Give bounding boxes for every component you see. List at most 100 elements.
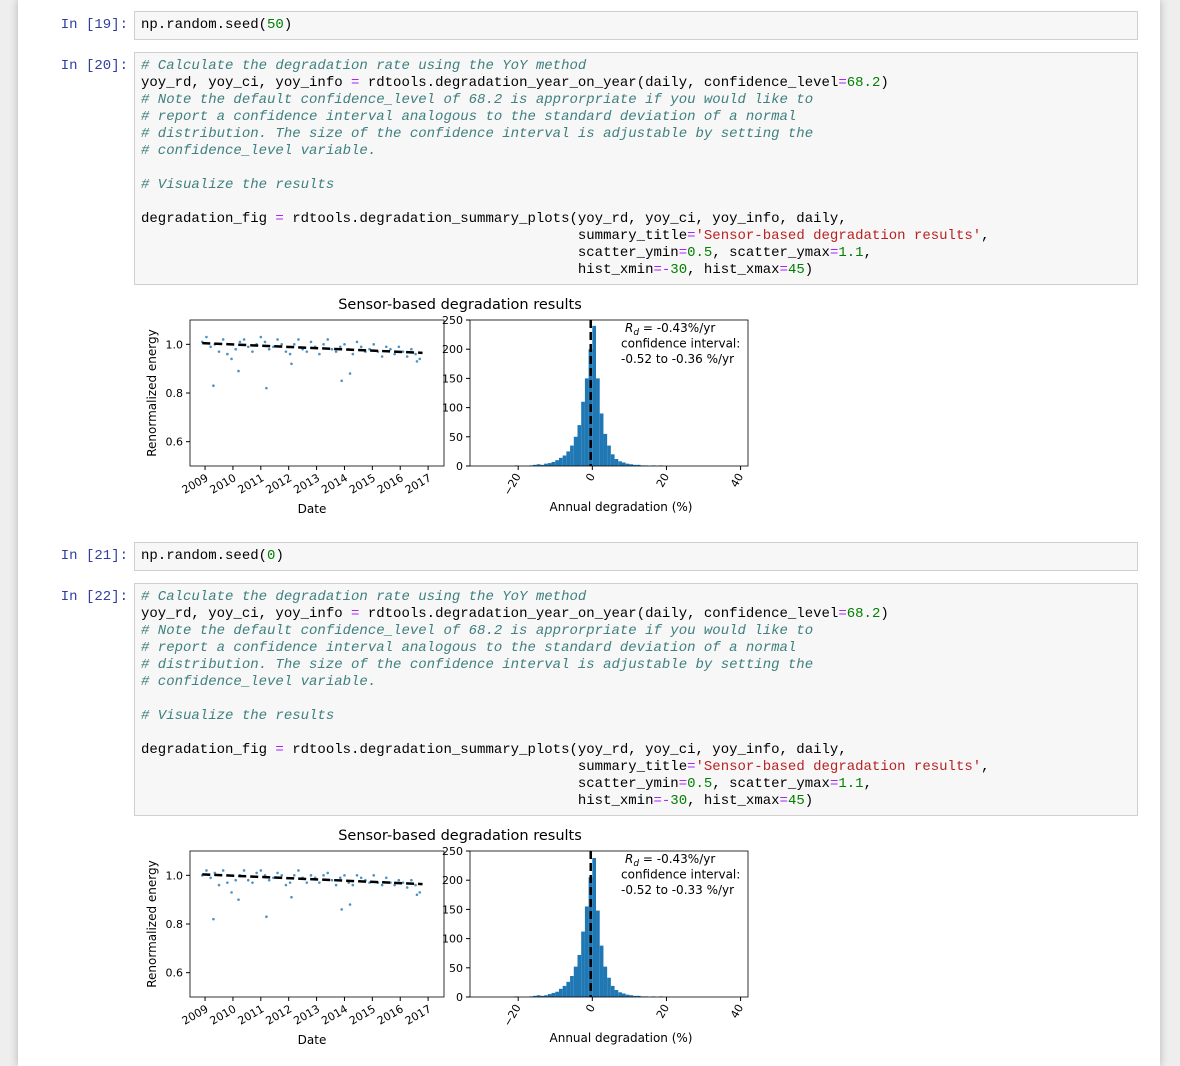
scatter-point xyxy=(221,338,225,341)
histogram-bar xyxy=(536,464,541,466)
annotation-symbol: R xyxy=(625,852,633,866)
y-tick-label: 0 xyxy=(456,991,463,1004)
scatter-point xyxy=(309,874,313,877)
histogram-bar xyxy=(573,966,578,997)
scatter-point xyxy=(401,350,405,353)
y-tick-label: 100 xyxy=(442,933,463,946)
annotation: Rd = -0.43%/yr xyxy=(625,321,715,338)
scatter-point xyxy=(234,347,238,351)
scatter-point xyxy=(380,355,384,358)
annotation: confidence interval: xyxy=(621,337,740,351)
x-tick-label: 2015 xyxy=(347,1002,378,1027)
code-input[interactable]: # Calculate the degradation rate using t… xyxy=(134,583,1138,816)
x-tick-label: 2011 xyxy=(236,1002,267,1027)
code-line: summary_title='Sensor-based degradation … xyxy=(141,759,990,775)
code-input[interactable]: # Calculate the degradation rate using t… xyxy=(134,52,1138,285)
code-line: # Visualize the results xyxy=(141,708,335,724)
x-axis-label: Date xyxy=(298,1033,327,1047)
axes-frame xyxy=(189,850,445,998)
scatter-point xyxy=(348,372,352,375)
code-block: np.random.seed(50) xyxy=(141,17,1131,34)
y-tick-label: 0.6 xyxy=(166,967,184,980)
histogram-bar xyxy=(584,378,589,466)
annotation: -0.52 to -0.36 %/yr xyxy=(621,352,734,366)
annotation-subscript: d xyxy=(633,328,639,338)
scatter-point xyxy=(414,352,417,356)
scatter-point xyxy=(418,891,422,894)
scatter-point xyxy=(221,869,225,872)
scatter-point xyxy=(212,917,215,921)
code-line: yoy_rd, yoy_ci, yoy_info = rdtools.degra… xyxy=(141,75,889,91)
annotation-symbol: R xyxy=(625,321,633,335)
figure-title: Sensor-based degradation results xyxy=(338,828,582,844)
scatter-point xyxy=(213,871,217,875)
cell-prompt: In [21]: xyxy=(60,548,128,564)
code-cell: In [19]: np.random.seed(50) xyxy=(18,11,1160,40)
histogram-bar xyxy=(547,463,552,466)
histogram-bar xyxy=(625,463,630,466)
code-cell: In [22]: # Calculate the degradation rate… xyxy=(18,583,1160,816)
scatter-point xyxy=(305,350,309,353)
scatter-point xyxy=(334,350,338,353)
x-tick-label: −20 xyxy=(501,471,524,498)
x-tick-label: −20 xyxy=(501,1002,524,1029)
histogram-bar xyxy=(581,401,585,466)
x-tick-label: 2013 xyxy=(291,471,322,496)
scatter-point xyxy=(410,347,413,351)
y-tick-label: 1.0 xyxy=(166,338,184,351)
scatter-point xyxy=(384,345,388,349)
scatter-point xyxy=(297,869,300,872)
code-line: # Visualize the results xyxy=(141,177,335,193)
scatter-point xyxy=(326,871,330,875)
scatter-point xyxy=(348,903,352,906)
histogram-bar xyxy=(570,445,574,466)
scatter-point xyxy=(351,352,355,356)
histogram-bar xyxy=(562,455,567,466)
scatter-point xyxy=(205,869,208,872)
figure-title: Sensor-based degradation results xyxy=(338,297,582,313)
code-line: scatter_ymin=0.5, scatter_ymax=1.1, xyxy=(141,245,872,261)
scatter-point xyxy=(259,869,263,872)
histogram-bar xyxy=(570,975,574,997)
scatter-point xyxy=(292,343,296,346)
scatter-point xyxy=(401,881,405,884)
scatter-point xyxy=(393,883,396,887)
x-tick-label: 2017 xyxy=(403,471,434,496)
code-input[interactable]: np.random.seed(0) xyxy=(134,542,1138,571)
y-axis-label: Renormalized energy xyxy=(145,860,159,988)
scatter-point xyxy=(334,883,338,887)
scatter-point xyxy=(359,876,363,880)
histogram-bar xyxy=(551,992,556,997)
x-tick-label: 2014 xyxy=(319,471,350,496)
histogram-bar xyxy=(621,993,626,997)
code-line: scatter_ymin=0.5, scatter_ymax=1.1, xyxy=(141,776,872,792)
x-tick-label: 2017 xyxy=(403,1002,434,1027)
histogram-bar xyxy=(577,954,582,997)
histogram-bar xyxy=(573,436,578,466)
scatter-point xyxy=(418,357,422,361)
histogram-bar xyxy=(551,461,556,466)
histogram-bar xyxy=(636,995,641,997)
cell-prompt: In [19]: xyxy=(60,17,128,33)
scatter-point xyxy=(338,876,342,880)
code-line: hist_xmin=-30, hist_xmax=45) xyxy=(141,262,814,278)
code-line: # confidence_level variable. xyxy=(141,143,377,159)
x-tick-label: 40 xyxy=(728,1002,746,1021)
histogram-bar xyxy=(603,433,608,466)
scatter-point xyxy=(251,350,254,353)
y-tick-label: 0.8 xyxy=(166,918,184,931)
scatter-point xyxy=(263,340,267,344)
scatter-point xyxy=(297,338,300,341)
histogram-bar xyxy=(614,458,619,466)
code-line: # report a confidence interval analogous… xyxy=(141,640,797,656)
scatter-point xyxy=(290,362,293,366)
scatter-point xyxy=(340,908,343,911)
scatter-point xyxy=(246,345,250,349)
histogram-bar xyxy=(610,454,615,466)
trend-line xyxy=(202,341,423,355)
y-tick-label: 200 xyxy=(442,343,463,356)
scatter-point xyxy=(309,340,313,344)
code-input[interactable]: np.random.seed(50) xyxy=(134,11,1138,40)
histogram-bar xyxy=(536,995,541,997)
